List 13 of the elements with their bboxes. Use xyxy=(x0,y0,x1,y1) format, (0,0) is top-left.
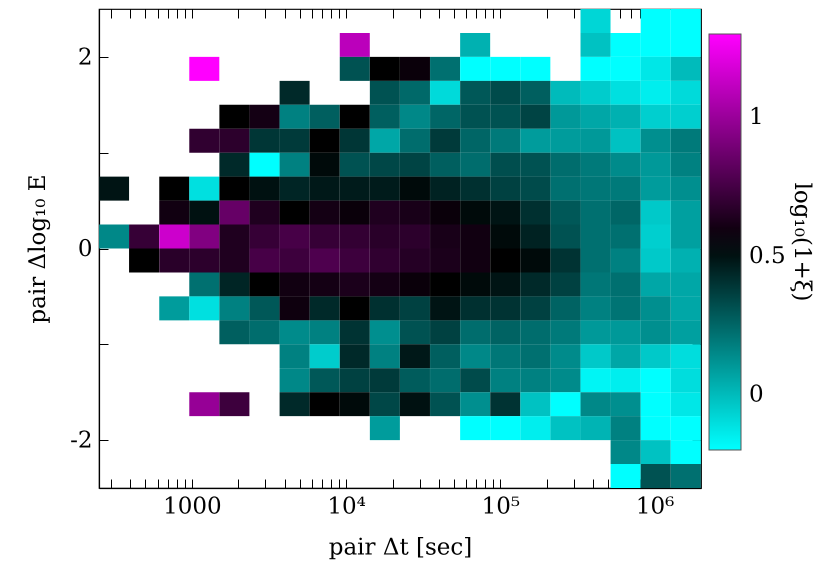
color-bar-label: 1 xyxy=(749,104,764,130)
x-tick-label: 10⁴ xyxy=(327,494,366,520)
y-tick-label: 2 xyxy=(78,44,92,70)
color-bar-label: 0 xyxy=(749,382,764,408)
x-axis-title: pair Δt [sec] xyxy=(328,534,472,560)
x-tick-label: 10⁵ xyxy=(482,494,520,520)
color-bar-title: log₁₀(1+ξ) xyxy=(789,182,815,302)
x-tick-label: 1000 xyxy=(163,494,222,520)
y-tick-label: 0 xyxy=(78,236,92,262)
x-tick-label: 10⁶ xyxy=(636,494,674,520)
y-tick-label: -2 xyxy=(70,428,92,454)
color-bar-label: 0.5 xyxy=(749,242,786,269)
y-axis-title: pair Δlog₁₀ E xyxy=(25,174,52,324)
